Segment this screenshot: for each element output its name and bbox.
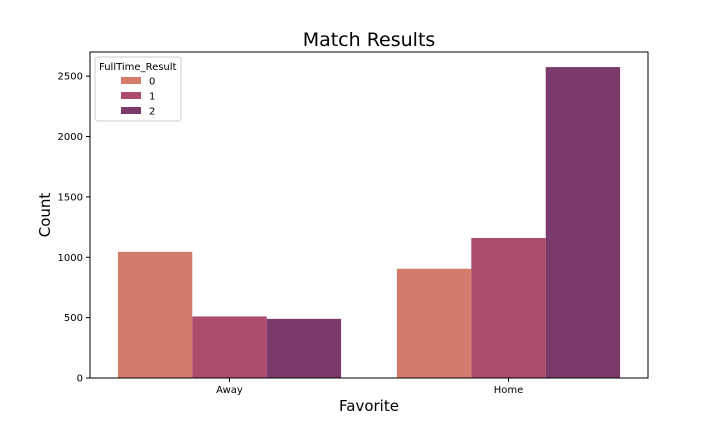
y-tick-label: 0 [77, 374, 83, 385]
y-tick-label: 1500 [58, 192, 83, 203]
y-tick-label: 2000 [58, 132, 83, 143]
legend-items: 0 1 2 [121, 77, 155, 118]
legend-swatch-0 [121, 77, 141, 84]
x-ticks-group: Away Home [216, 378, 523, 396]
legend-title: FullTime_Result [99, 62, 177, 73]
x-axis-label: Favorite [339, 397, 399, 415]
legend: FullTime_Result 0 1 2 [94, 56, 182, 122]
legend-swatch-2 [121, 107, 141, 114]
legend-label-2: 2 [149, 107, 155, 118]
bars-group [117, 67, 621, 378]
bar-away-result-0 [117, 251, 193, 378]
y-axis-label: Count [36, 193, 54, 238]
y-tick-label: 2500 [58, 72, 83, 83]
bar-home-result-1 [471, 237, 546, 378]
legend-swatch-1 [121, 92, 141, 99]
chart-title: Match Results [303, 29, 436, 51]
y-tick-label: 500 [64, 313, 83, 324]
y-tick-label: 1000 [58, 253, 83, 264]
plot-frame [89, 51, 649, 379]
x-tick-label-home: Home [494, 385, 524, 396]
bar-away-result-1 [192, 316, 267, 378]
bar-home-result-0 [396, 268, 472, 378]
bar-away-result-2 [266, 318, 342, 378]
bar-home-result-2 [545, 67, 621, 378]
legend-label-0: 0 [149, 77, 155, 88]
legend-box [94, 56, 182, 122]
legend-label-1: 1 [149, 92, 155, 103]
y-ticks-group: 0 500 1000 1500 2000 2500 [58, 72, 90, 385]
x-tick-label-away: Away [216, 385, 243, 396]
